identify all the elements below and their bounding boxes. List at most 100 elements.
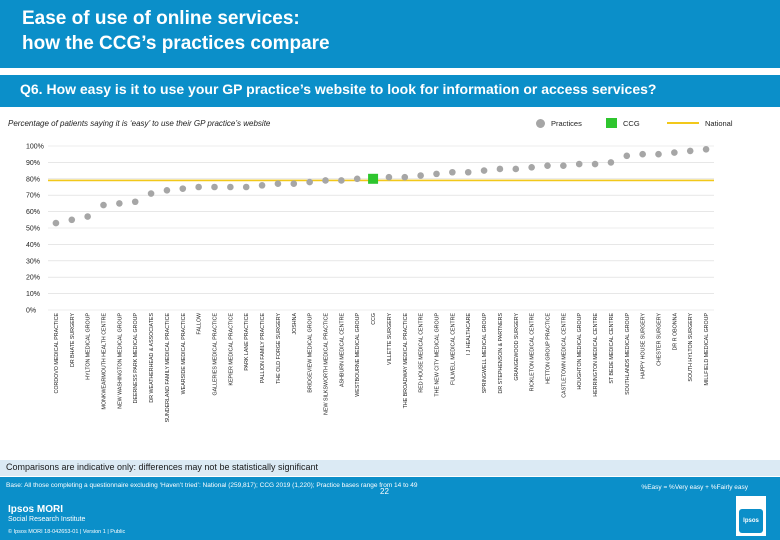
practice-point (274, 180, 282, 188)
brand-name: Ipsos MORI (8, 504, 64, 515)
practice-point (306, 178, 313, 186)
legend-ccg-label: CCG (623, 118, 640, 128)
page-number: 22 (380, 487, 389, 496)
practice-point (401, 173, 409, 181)
legend-national-label: National (705, 118, 733, 128)
x-tick-label: DR BHATE SURGERY (70, 313, 76, 367)
practice-point (480, 167, 488, 174)
x-tick-label: HERRINGTON MEDICAL CENTRE (593, 313, 599, 397)
x-tick-label: BRIDGEVIEW MEDICAL GROUP (308, 313, 314, 393)
x-tick-label: SOUTHLANDS MEDICAL GROUP (625, 313, 631, 395)
x-tick-label: THE OLD FORGE SURGERY (276, 313, 282, 384)
title-line-1: Ease of use of online services: (22, 8, 300, 29)
practice-point (591, 160, 599, 168)
x-tick-label: KEPIER MEDICAL PRACTICE (228, 313, 234, 386)
practice-point (560, 162, 567, 169)
practice-point (655, 150, 662, 158)
x-tick-label: CCG (371, 313, 377, 325)
practice-point (131, 198, 139, 206)
practice-point (528, 164, 535, 171)
practice-point (322, 177, 329, 184)
x-tick-label: FULWELL MEDICAL CENTRE (450, 313, 456, 385)
disclaimer-text: Comparisons are indicative only: differe… (6, 462, 318, 472)
x-tick-label: WEARSIDE MEDICAL PRACTICE (181, 313, 187, 395)
x-tick-label: DR STEPHENSON & PARTNERS (498, 313, 504, 394)
title-line-2: how the CCG’s practices compare (22, 33, 330, 54)
practice-point (575, 160, 583, 168)
x-tick-label: VILLETTE SURGERY (387, 313, 393, 365)
practice-point (449, 168, 456, 176)
x-tick-label: CORDOVO MEDICAL PRACTICE (54, 313, 60, 394)
practice-point (84, 213, 91, 220)
practice-point (433, 170, 440, 178)
base-text: Base: All those completing a questionnai… (6, 482, 418, 489)
ccg-marker (368, 173, 379, 184)
easy-definition: %Easy = %Very easy + %Fairly easy (641, 484, 748, 491)
x-axis-labels: CORDOVO MEDICAL PRACTICE DR BHATE SURGERY… (54, 313, 710, 423)
practice-point (163, 186, 171, 194)
practice-point (211, 183, 218, 191)
practice-point (242, 183, 250, 191)
practice-point (353, 175, 361, 183)
x-tick-label: DEERNESS PARK MEDICAL GROUP (133, 313, 139, 404)
x-tick-label: THE BROADWAY MEDICAL PRACTICE (403, 313, 409, 409)
practice-point (417, 172, 424, 179)
x-tick-label: SPRINGWELL MEDICAL GROUP (482, 313, 488, 394)
x-tick-label: ASHBURN MEDICAL CENTRE (339, 313, 345, 387)
x-tick-label: ST BEDE MEDICAL CENTRE (609, 313, 615, 384)
legend-practice-marker (536, 118, 545, 128)
x-tick-label: NEW WASHINGTON MEDICAL GROUP (117, 313, 123, 409)
y-gridlines (48, 145, 714, 311)
x-tick-label: HETTON GROUP PRACTICE (546, 313, 552, 384)
practice-point (116, 200, 123, 207)
practice-point (290, 180, 298, 188)
y-tick-label: 10% (26, 291, 40, 298)
x-tick-label: HAPPY HOUSE SURGERY (641, 313, 647, 379)
practice-point (702, 145, 710, 153)
y-tick-label: 30% (26, 258, 40, 265)
practice-point (100, 201, 107, 209)
x-tick-label: RICKLETON MEDICAL CENTRE (530, 313, 536, 392)
x-tick-label: JOSHNA (292, 313, 298, 335)
practice-point (258, 182, 266, 189)
practice-point (227, 183, 234, 191)
y-tick-label: 50% (26, 226, 40, 233)
x-tick-label: SUNDERLAND FAMILY MEDICAL PRACTICE (165, 313, 171, 423)
practice-point (496, 165, 504, 173)
practice-point (464, 168, 472, 176)
y-tick-label: 100% (26, 144, 44, 151)
practice-point (544, 162, 551, 169)
ipsos-logo: Ipsos (736, 496, 766, 536)
practice-point (195, 183, 202, 191)
legend-practice-label: Practices (551, 118, 582, 128)
practice-point (607, 159, 615, 166)
y-axis-ticks: 0% 10% 20% 30% 40% 50% 60% 70% 80% 90% 100% (26, 144, 44, 315)
practice-point (338, 177, 345, 184)
question-band: Q6. How easy is it to use your GP practi… (0, 75, 780, 107)
x-tick-label: CASTLETOWN MEDICAL CENTRE (561, 313, 567, 398)
practice-point (68, 216, 76, 224)
x-tick-label: I J HEALTHCARE (466, 313, 472, 356)
practice-point (147, 190, 155, 197)
x-tick-label: PARK LANE PRACTICE (244, 313, 250, 371)
x-tick-label: GALLERIES MEDICAL PRACTICE (213, 313, 219, 396)
header-band: Ease of use of online services: how the … (0, 0, 780, 68)
y-tick-label: 0% (26, 308, 36, 315)
practice-point (385, 173, 393, 181)
practice-point (179, 185, 187, 192)
x-tick-label: DR R OBONNA (672, 313, 678, 351)
x-tick-label: WESTBOURNE MEDICAL GROUP (355, 313, 361, 397)
practice-point (686, 147, 694, 155)
x-tick-label: DR WEATHERHEAD & ASSOCIATES (149, 313, 155, 403)
legend-ccg-marker (606, 118, 617, 128)
y-tick-label: 70% (26, 193, 40, 200)
x-tick-label: HYLTON MEDICAL GROUP (86, 313, 92, 380)
x-tick-label: RED HOUSE MEDICAL CENTRE (419, 313, 425, 393)
y-tick-label: 20% (26, 275, 40, 282)
chart: 0% 10% 20% 30% 40% 50% 60% 70% 80% 90% 100% CORDOV… (26, 144, 714, 423)
x-tick-label: MONKWEARMOUTH HEALTH CENTRE (102, 313, 108, 410)
y-tick-label: 60% (26, 209, 40, 216)
x-tick-label: GRANGEWOOD SURGERY (514, 313, 520, 381)
brand-subtitle: Social Research Institute (8, 516, 86, 523)
ipsos-logo-mark: Ipsos (739, 509, 763, 533)
